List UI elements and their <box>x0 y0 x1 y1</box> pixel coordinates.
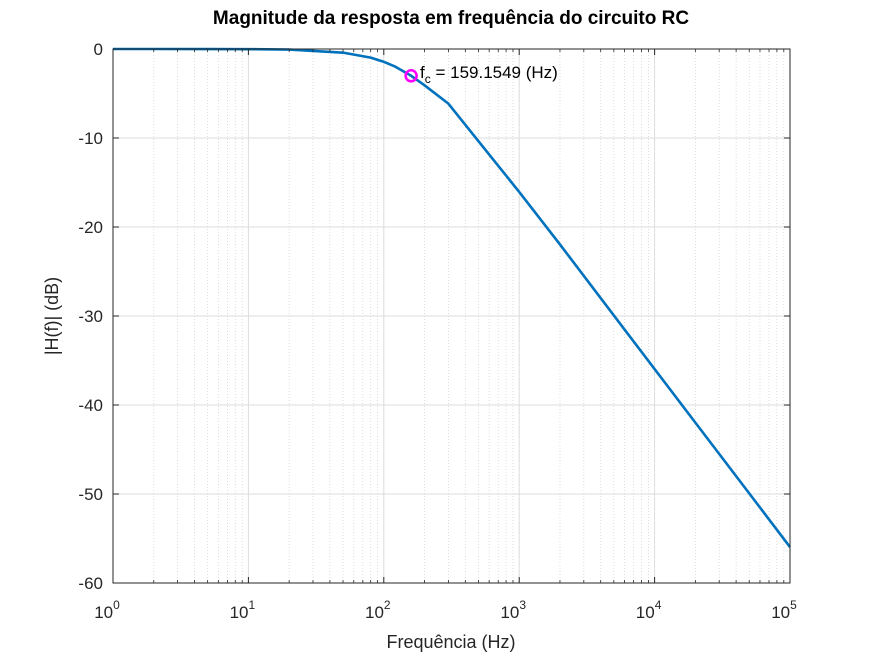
y-tick-label: -10 <box>78 129 103 148</box>
x-tick-base: 10 <box>771 603 790 622</box>
x-tick-base: 10 <box>500 603 519 622</box>
annotation-subscript: c <box>425 72 431 86</box>
y-tick-label: -40 <box>78 396 103 415</box>
annotation-main: f <box>420 63 425 82</box>
x-tick-labels: 100 101 102 103 104 105 <box>94 598 797 622</box>
x-tick-exponent: 3 <box>519 598 526 612</box>
x-tick-exponent: 4 <box>655 598 662 612</box>
y-axis-label: |H(f)| (dB) <box>42 277 62 355</box>
x-tick-base: 10 <box>94 603 113 622</box>
marker-layer <box>404 69 418 83</box>
x-tick-base: 10 <box>636 603 655 622</box>
x-tick-label: 100 <box>94 598 120 622</box>
y-tick-label: -30 <box>78 307 103 326</box>
x-tick-label: 103 <box>500 598 526 622</box>
x-tick-exponent: 5 <box>790 598 797 612</box>
annotation-value: = 159.1549 (Hz) <box>431 63 558 82</box>
x-tick-label: 102 <box>365 598 391 622</box>
x-tick-label: 105 <box>771 598 797 622</box>
ticks-layer <box>112 48 791 584</box>
x-axis-label: Frequência (Hz) <box>386 632 515 652</box>
x-tick-base: 10 <box>365 603 384 622</box>
cutoff-marker <box>404 69 418 83</box>
cutoff-annotation: fc = 159.1549 (Hz) <box>420 63 558 86</box>
y-tick-label: -50 <box>78 485 103 504</box>
x-tick-exponent: 2 <box>384 598 391 612</box>
y-tick-label: 0 <box>94 40 103 59</box>
y-tick-label: -20 <box>78 218 103 237</box>
y-tick-label: -60 <box>78 574 103 593</box>
chart-title: Magnitude da resposta em frequência do c… <box>213 8 689 29</box>
x-tick-exponent: 0 <box>113 598 120 612</box>
x-tick-label: 104 <box>636 598 662 622</box>
x-tick-exponent: 1 <box>249 598 256 612</box>
x-tick-label: 101 <box>230 598 256 622</box>
y-tick-labels: 0 -10 -20 -30 -40 -50 -60 <box>78 40 103 593</box>
x-tick-base: 10 <box>230 603 249 622</box>
